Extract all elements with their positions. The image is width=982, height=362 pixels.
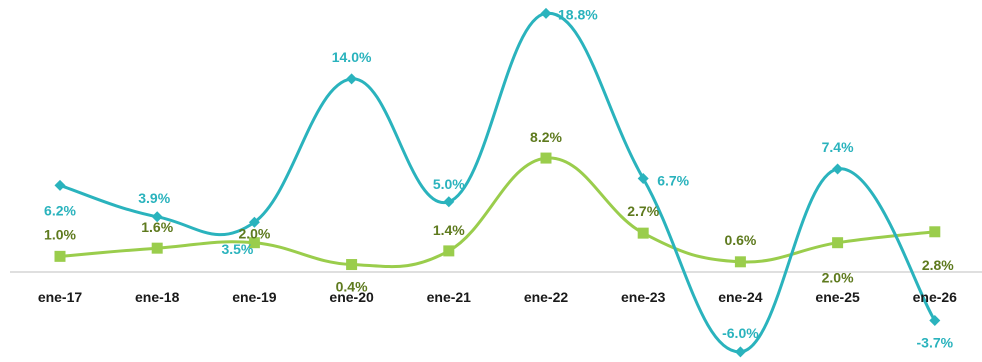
data-labels: 1.0% 1.6% 2.0% 0.4% 1.4% 8.2% 2.7% 0.6% 2.0% 2.8%… xyxy=(44,6,954,350)
data-point-marker xyxy=(248,216,260,228)
data-point-marker xyxy=(151,242,163,254)
x-tick-labels: ene-17 ene-18 ene-19 ene-20 ene-21 ene-22 ene-… xyxy=(38,289,957,305)
x-tick-label: ene-18 xyxy=(135,289,180,305)
data-point-marker xyxy=(346,259,358,271)
data-point-marker xyxy=(248,237,260,249)
data-label: 7.4% xyxy=(822,139,854,155)
data-label: 6.7% xyxy=(657,173,689,189)
x-tick-label: ene-26 xyxy=(913,289,958,305)
data-label: 3.5% xyxy=(221,241,253,257)
data-label: 1.4% xyxy=(433,222,465,238)
data-point-marker xyxy=(151,211,163,223)
data-point-marker xyxy=(734,346,746,358)
data-label: 18.8% xyxy=(558,6,598,22)
x-tick-label: ene-17 xyxy=(38,289,83,305)
x-tick-label: ene-23 xyxy=(621,289,666,305)
data-label: 2.8% xyxy=(922,257,954,273)
data-label: 1.0% xyxy=(44,226,76,242)
data-label: 0.4% xyxy=(336,279,368,295)
data-point-marker xyxy=(443,245,455,257)
data-label: 8.2% xyxy=(530,129,562,145)
x-tick-label: ene-20 xyxy=(329,289,374,305)
data-point-marker xyxy=(637,227,649,239)
data-point-marker xyxy=(832,163,844,175)
series-line xyxy=(58,156,937,269)
data-label: 2.0% xyxy=(822,270,854,286)
data-point-marker xyxy=(346,73,358,85)
data-point-marker xyxy=(540,152,552,164)
series-line xyxy=(58,11,937,354)
data-label: 2.7% xyxy=(627,203,659,219)
data-label: 14.0% xyxy=(332,49,372,65)
data-label: -3.7% xyxy=(917,335,954,351)
x-tick-label: ene-19 xyxy=(232,289,277,305)
data-point-marker xyxy=(540,7,552,19)
x-tick-label: ene-24 xyxy=(718,289,763,305)
data-label: 3.9% xyxy=(138,190,170,206)
data-label: 1.6% xyxy=(141,219,173,235)
data-point-marker xyxy=(929,226,941,238)
data-point-marker xyxy=(54,179,66,191)
data-label: 5.0% xyxy=(433,176,465,192)
data-label: 0.6% xyxy=(724,232,756,248)
data-point-marker xyxy=(734,256,746,268)
x-tick-label: ene-25 xyxy=(815,289,860,305)
x-tick-label: ene-22 xyxy=(524,289,569,305)
series-group xyxy=(54,7,941,358)
data-label: 2.0% xyxy=(238,226,270,242)
x-tick-label: ene-21 xyxy=(427,289,472,305)
data-point-marker xyxy=(54,250,66,262)
data-point-marker xyxy=(832,237,844,249)
data-point-marker xyxy=(443,196,455,208)
data-label: -6.0% xyxy=(722,325,759,341)
data-label: 6.2% xyxy=(44,202,76,218)
data-point-marker xyxy=(637,173,649,185)
data-point-marker xyxy=(929,315,941,327)
